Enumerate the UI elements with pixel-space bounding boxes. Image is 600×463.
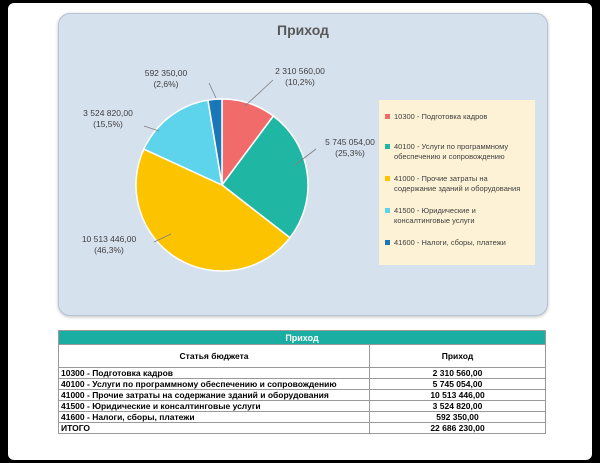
slice-label-41600: 592 350,00 (2,6%) [131, 68, 201, 90]
pie-plot [135, 79, 317, 272]
legend-label: 41000 - Прочие затраты на содержание зда… [394, 174, 520, 194]
row-name: 41600 - Налоги, сборы, платежи [58, 411, 370, 423]
row-value: 5 745 054,00 [369, 378, 546, 390]
legend-line: обеспечению и сопровождению [394, 152, 505, 161]
total-row: ИТОГО 22 686 230,00 [58, 422, 546, 434]
legend-line: 41500 - Юридические и [394, 206, 476, 215]
pie-chart: Приход 2 310 560,00 (10,2%) 5 745 054,00… [58, 13, 548, 316]
legend-line: 41000 - Прочие затраты на [394, 174, 488, 183]
slice-value: 5 745 054,00 [325, 137, 375, 147]
legend-line: 40100 - Услуги по программному [394, 142, 509, 151]
row-value: 2 310 560,00 [369, 367, 546, 379]
row-name: 10300 - Подготовка кадров [58, 367, 370, 379]
row-value: 3 524 820,00 [369, 400, 546, 412]
legend-swatch [385, 144, 390, 149]
slice-value: 10 513 446,00 [81, 234, 137, 244]
pie-slice [142, 99, 223, 187]
leader-lines [143, 79, 317, 243]
table-row: 41500 - Юридические и консалтинговые усл… [58, 400, 546, 412]
legend-swatch [385, 240, 390, 245]
slice-pct: (46,3%) [94, 245, 124, 255]
table-row: 41600 - Налоги, сборы, платежи 592 350,0… [58, 411, 546, 423]
slice-label-10300: 2 310 560,00 (10,2%) [265, 66, 335, 88]
table-row: 41000 - Прочие затраты на содержание зда… [58, 389, 546, 401]
pie-slices [135, 98, 309, 272]
row-name: 40100 - Услуги по программному обеспечен… [58, 378, 370, 390]
pie-slice [135, 148, 291, 272]
total-label: ИТОГО [58, 422, 370, 434]
slice-pct: (25,3%) [335, 148, 365, 158]
chart-title: Приход [277, 22, 329, 38]
slice-label-41000: 10 513 446,00 (46,3%) [69, 234, 149, 256]
table-row: 10300 - Подготовка кадров 2 310 560,00 [58, 367, 546, 379]
slice-label-40100: 5 745 054,00 (25,3%) [315, 137, 385, 159]
chart-legend: 10300 - Подготовка кадров 40100 - Услуги… [379, 100, 535, 265]
row-value: 10 513 446,00 [369, 389, 546, 401]
table-title: Приход [58, 330, 546, 345]
slice-value: 592 350,00 [144, 68, 188, 78]
column-header-item: Статья бюджета [58, 344, 370, 368]
column-header-income: Приход [369, 344, 546, 368]
pie-slice [207, 98, 223, 186]
slice-value: 3 524 820,00 [83, 108, 133, 118]
row-name: 41000 - Прочие затраты на содержание зда… [58, 389, 370, 401]
budget-table: Приход Статья бюджета Приход 10300 - Под… [58, 330, 546, 434]
legend-swatch [385, 176, 390, 181]
slice-pct: (10,2%) [285, 77, 315, 87]
legend-label: 40100 - Услуги по программному обеспечен… [394, 142, 508, 162]
slice-pct: (2,6%) [153, 79, 179, 89]
table-row: 40100 - Услуги по программному обеспечен… [58, 378, 546, 390]
legend-label: 41500 - Юридические и консалтинговые усл… [394, 206, 476, 226]
row-value: 592 350,00 [369, 411, 546, 423]
legend-label: 41600 - Налоги, сборы, платежи [394, 238, 506, 247]
pie-slice [220, 114, 309, 239]
slice-pct: (15,5%) [93, 119, 123, 129]
slice-value: 2 310 560,00 [275, 66, 325, 76]
legend-line: содержание зданий и оборудования [394, 184, 521, 193]
slice-label-41500: 3 524 820,00 (15,5%) [73, 108, 143, 130]
legend-swatch [385, 114, 390, 119]
legend-swatch [385, 208, 390, 213]
total-value: 22 686 230,00 [369, 422, 546, 434]
row-name: 41500 - Юридические и консалтинговые усл… [58, 400, 370, 412]
legend-line: консалтинговые услуги [394, 216, 475, 225]
legend-label: 10300 - Подготовка кадров [394, 112, 488, 121]
